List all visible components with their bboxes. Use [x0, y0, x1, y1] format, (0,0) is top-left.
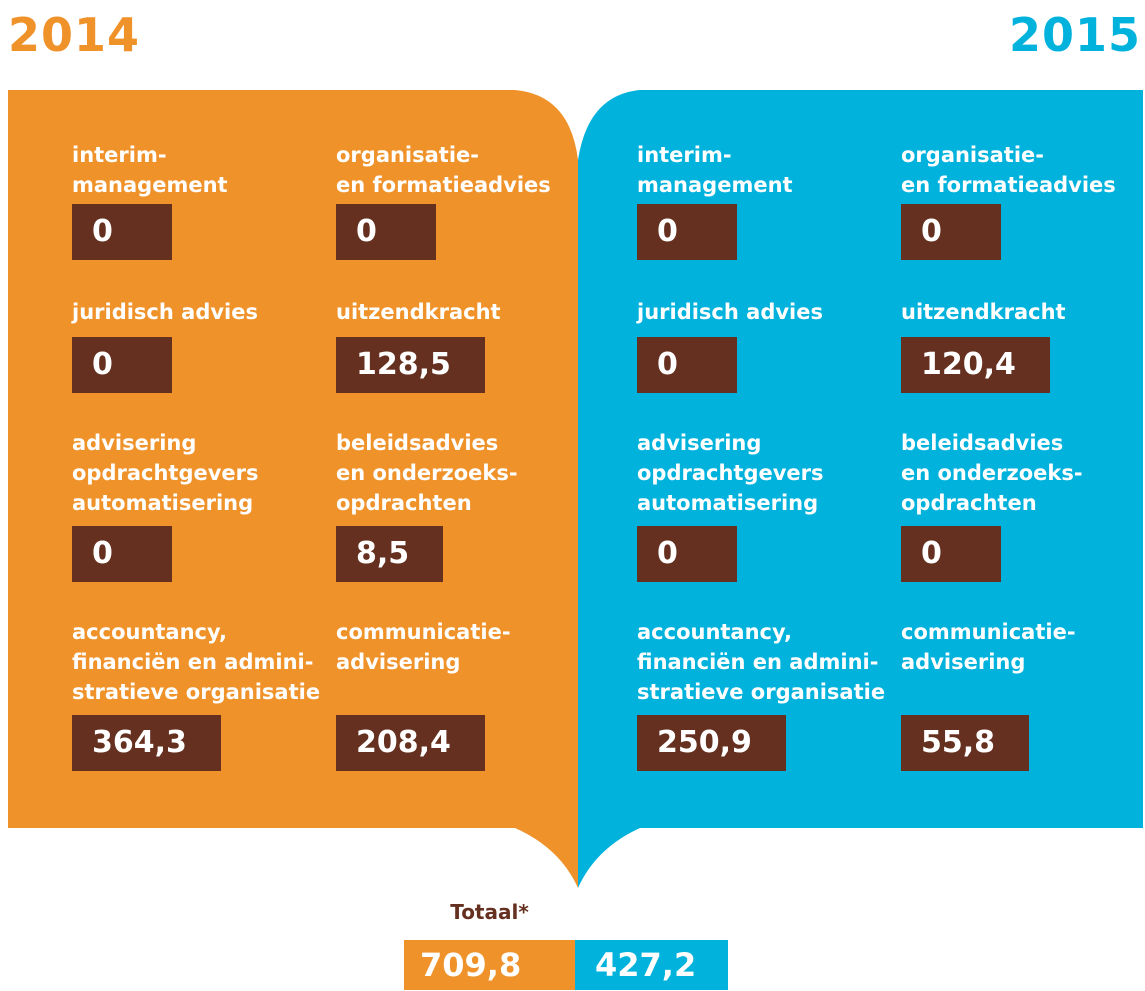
- item-label: accountancy,: [72, 620, 228, 644]
- item-label: management: [637, 173, 793, 197]
- total-label: Totaal*: [450, 900, 529, 924]
- item-label: advisering: [72, 431, 197, 455]
- item-label: management: [72, 173, 228, 197]
- panel-2015: [578, 90, 1143, 888]
- item-label: juridisch advies: [637, 300, 823, 324]
- item-label: opdrachtgevers: [637, 461, 824, 485]
- item-label: uitzendkracht: [336, 300, 501, 324]
- item-value: 0: [72, 337, 172, 393]
- item-value: 55,8: [901, 715, 1030, 771]
- item-label: juridisch advies: [72, 300, 258, 324]
- total-2014: 709,8: [404, 940, 575, 990]
- item-label: accountancy,: [637, 620, 793, 644]
- item-value: 120,4: [901, 337, 1050, 393]
- item-label: advisering: [637, 431, 762, 455]
- item-label: uitzendkracht: [901, 300, 1066, 324]
- item-label: en onderzoeks-: [336, 461, 518, 485]
- item-label: automatisering: [637, 491, 819, 515]
- item-label: opdrachten: [901, 491, 1037, 515]
- item-label: en onderzoeks-: [901, 461, 1083, 485]
- item-label: automatisering: [72, 491, 254, 515]
- year-2014: 2014: [8, 8, 141, 62]
- item-label: stratieve organisatie: [72, 680, 321, 704]
- item-label: advisering: [901, 650, 1026, 674]
- item-label: communicatie-: [901, 620, 1076, 644]
- item-label: stratieve organisatie: [637, 680, 886, 704]
- item-value: 0: [72, 526, 172, 582]
- item-value: 0: [637, 337, 737, 393]
- item-value: 128,5: [336, 337, 485, 393]
- item-value: 0: [901, 526, 1001, 582]
- item-label: interim-: [72, 143, 167, 167]
- item-value: 0: [72, 204, 172, 260]
- item-label: communicatie-: [336, 620, 511, 644]
- item-label: financiën en admini-: [637, 650, 879, 674]
- item-label: en formatieadvies: [336, 173, 551, 197]
- item-value: 0: [336, 204, 436, 260]
- total-2015: 427,2: [575, 940, 728, 990]
- item-label: financiën en admini-: [72, 650, 314, 674]
- item-label: en formatieadvies: [901, 173, 1116, 197]
- panel-2014: [8, 90, 578, 888]
- item-label: organisatie-: [336, 143, 480, 167]
- item-value: 0: [637, 204, 737, 260]
- item-value: 0: [637, 526, 737, 582]
- item-value: 0: [901, 204, 1001, 260]
- item-value: 250,9: [637, 715, 786, 771]
- item-label: opdrachtgevers: [72, 461, 259, 485]
- item-label: opdrachten: [336, 491, 472, 515]
- item-label: organisatie-: [901, 143, 1045, 167]
- item-label: beleidsadvies: [336, 431, 499, 455]
- item-label: interim-: [637, 143, 732, 167]
- item-value: 364,3: [72, 715, 221, 771]
- item-label: advisering: [336, 650, 461, 674]
- item-value: 208,4: [336, 715, 485, 771]
- item-value: 8,5: [336, 526, 444, 582]
- item-label: beleidsadvies: [901, 431, 1064, 455]
- year-2015: 2015: [1008, 8, 1141, 62]
